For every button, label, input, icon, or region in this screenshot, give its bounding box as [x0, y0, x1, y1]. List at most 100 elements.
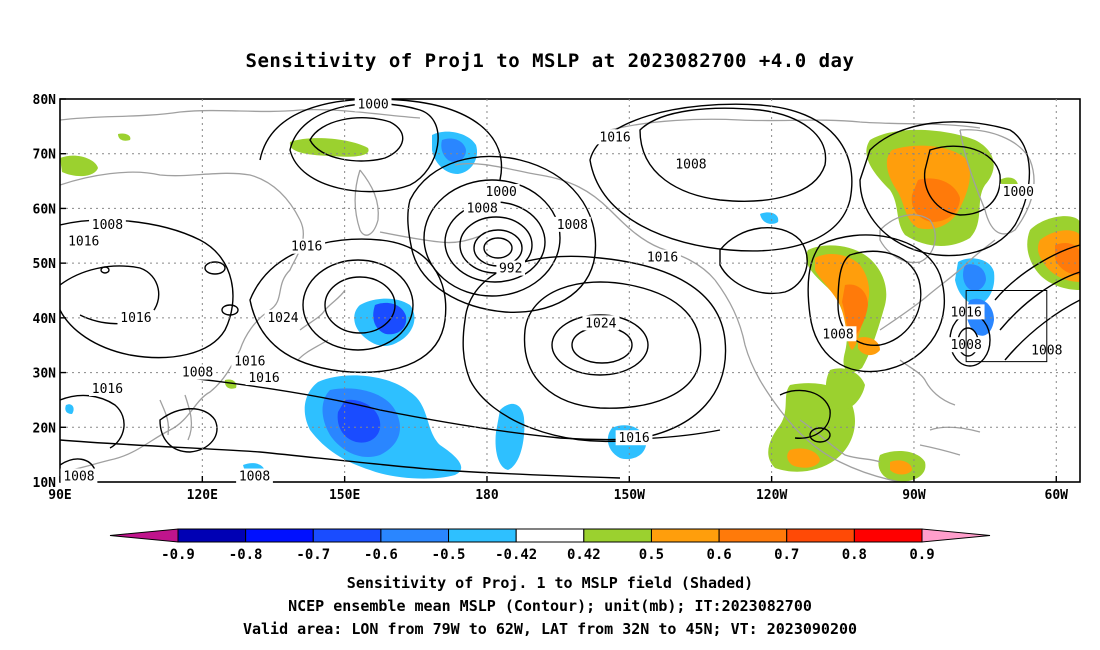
contour-northpac-1008: [589, 103, 853, 252]
shade-positive-small4: [858, 337, 880, 356]
colorbar-swatch: [312, 528, 382, 543]
sensitivity-map: 80N 70N 60N 50N 40N 30N 20N 10N 90E 120E 150E 180 1…: [33, 93, 1081, 563]
lat-tick-label: 20N: [33, 421, 57, 436]
contour-label: 1008: [557, 218, 588, 233]
contour-label-bg: [999, 184, 1037, 200]
contour-label-bg: [672, 156, 710, 172]
contour-label-bg: [236, 468, 273, 484]
colorbar-label: 0.5: [639, 547, 664, 563]
contour-northpac-1016: [639, 107, 827, 202]
shade-negative-pacific-mid: [337, 399, 381, 443]
contour-label-bg: [354, 96, 392, 112]
shade-positive-small2: [224, 379, 237, 389]
lon-tick-label: 180: [475, 488, 499, 503]
lon-tick-label: 120W: [756, 488, 787, 503]
colorbar-label: -0.9: [161, 547, 195, 563]
contour-label: 1016: [120, 311, 151, 326]
lat-tick-label: 70N: [33, 148, 57, 163]
contour-label: 1000: [357, 97, 388, 112]
lon-tick-label: 150E: [329, 488, 360, 503]
colorbar-label: 0.7: [774, 547, 799, 563]
contour-label-bg: [117, 309, 155, 325]
shade-negative-bering-core: [441, 138, 466, 162]
gridlines: [60, 99, 1080, 482]
shade-negative-central: [495, 403, 525, 470]
colorbar-swatch: [177, 528, 247, 543]
contour-high-1024: [551, 314, 649, 376]
colorbar-swatch: [718, 528, 788, 543]
colorbar-label: 0.8: [842, 547, 867, 563]
contour-label: 1000: [486, 185, 517, 200]
lat-tick-label: 80N: [33, 93, 57, 108]
contour-asia-1016b: [60, 219, 234, 359]
contour-label: 992: [499, 262, 522, 277]
colorbar-swatch: [786, 528, 855, 543]
colorbar-label: -0.6: [364, 547, 398, 563]
contour-label-bg: [89, 216, 126, 232]
caption-valid-area: Valid area: LON from 79W to 62W, LAT fro…: [242, 620, 858, 638]
contour-label: 1008: [182, 366, 213, 381]
contour-label: 1008: [92, 218, 123, 233]
contour-asia-small3: [221, 304, 239, 316]
coast-canada-arctic: [609, 118, 981, 131]
contour-label: 1024: [585, 316, 616, 331]
contour-label-bg: [596, 129, 634, 145]
contour-hudson-1000: [923, 145, 1001, 216]
contour-hokkaido-1020: [302, 259, 414, 351]
contour-label-bg: [231, 353, 269, 369]
contour-label-bg: [582, 315, 620, 331]
contour-asia-1008: [60, 265, 160, 325]
contour-asia-1016: [249, 238, 447, 374]
colorbar-swatch: [650, 528, 720, 543]
colorbar-swatch: [515, 528, 585, 543]
contour-label: 1016: [291, 240, 322, 255]
lat-tick-label: 50N: [33, 257, 57, 272]
mslp-contours: [60, 99, 1080, 479]
contour-gulf-small: [809, 427, 831, 443]
contour-label-bg: [264, 309, 302, 325]
contour-low-992: [483, 237, 513, 259]
colorbar-low-triangle: [109, 528, 179, 543]
lon-tick-label: 150W: [614, 488, 645, 503]
colorbar-label: 0.6: [706, 547, 731, 563]
colorbar-label: -0.7: [296, 547, 330, 563]
contour-label: 1016: [68, 234, 99, 249]
shade-positive-small1: [118, 133, 131, 141]
coast-kamchatka: [354, 169, 379, 236]
contour-label: 1016: [618, 431, 649, 446]
contour-plains-1012: [807, 234, 945, 373]
colorbar-high-triangle: [921, 528, 991, 543]
contour-bering-1016: [259, 99, 503, 181]
shade-positive-gulf: [825, 368, 865, 411]
contour-asia-small2: [100, 266, 110, 274]
coast-japan: [297, 289, 346, 361]
shade-positive-plains-core: [842, 284, 868, 338]
contour-label: 1016: [234, 355, 265, 370]
longitude-labels: 90E 120E 150E 180 150W 120W 90W 60W: [48, 476, 1068, 503]
contour-low-996: [473, 229, 523, 267]
shade-positive-arctic2: [60, 155, 98, 177]
coast-caribbean: [919, 426, 981, 456]
caption-shading: Sensitivity of Proj. 1 to MSLP field (Sh…: [346, 574, 754, 592]
contour-label: 1008: [467, 201, 498, 216]
colorbar-label: -0.8: [229, 547, 263, 563]
lon-tick-label: 120E: [187, 488, 218, 503]
coast-greenland: [959, 129, 1035, 235]
shade-negative-small3: [65, 404, 74, 414]
contour-asia-small1: [204, 261, 226, 275]
contour-arctic-1008: [289, 102, 439, 193]
contour-label-bg: [644, 249, 681, 265]
lon-tick-label: 90W: [902, 488, 926, 503]
contour-label: 1016: [248, 371, 279, 386]
contour-label-bg: [65, 233, 103, 249]
contour-label-bg: [60, 468, 98, 484]
lon-tick-label: 90E: [48, 488, 71, 503]
map-title: Sensitivity of Proj1 to MSLP at 20230827…: [245, 50, 855, 72]
shade-negative-hudson-core: [963, 264, 986, 291]
colorbar: -0.9 -0.8 -0.7 -0.6 -0.5 -0.42 0.42 0.5 0.6 0.7 0.…: [109, 528, 991, 563]
colorbar-label: 0.42: [567, 547, 601, 563]
contour-label-bg: [288, 238, 326, 254]
colorbar-swatch: [583, 528, 652, 543]
contour-high-1020: [523, 281, 702, 409]
